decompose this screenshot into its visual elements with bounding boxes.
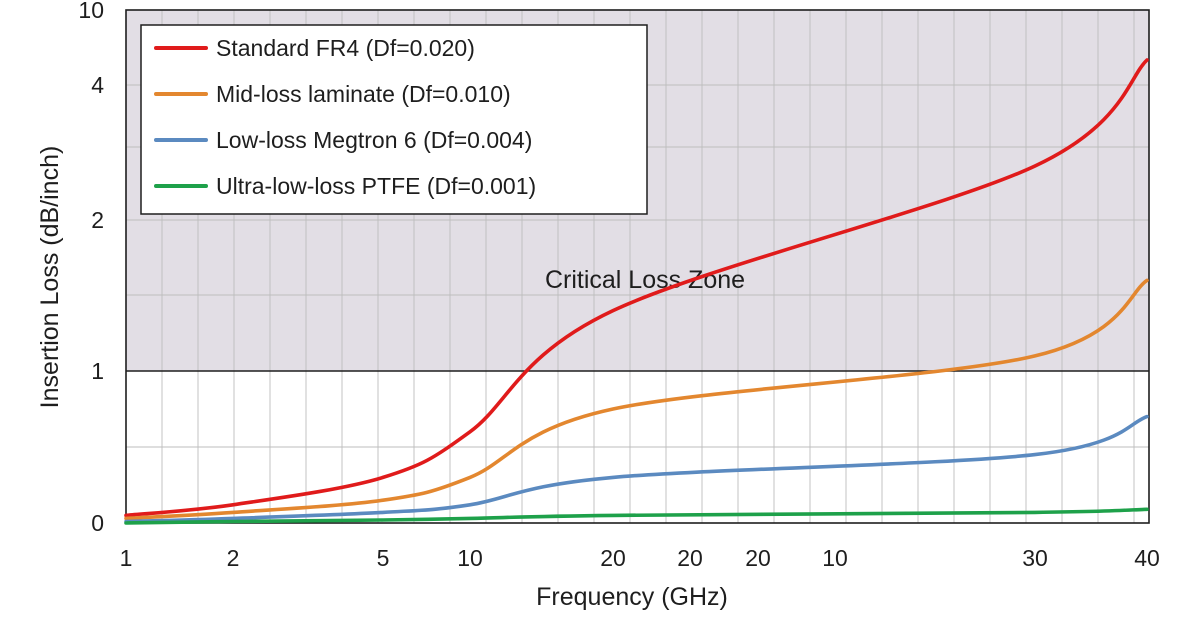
y-tick-label: 1 <box>91 358 104 384</box>
legend-label: Standard FR4 (Df=0.020) <box>216 35 475 61</box>
y-tick-labels: 0 1 2 4 10 <box>78 0 104 536</box>
legend-label: Ultra-low-loss PTFE (Df=0.001) <box>216 173 536 199</box>
x-tick-label: 10 <box>457 545 483 571</box>
legend: Standard FR4 (Df=0.020) Mid-loss laminate… <box>140 24 648 215</box>
y-tick-label: 0 <box>91 510 104 536</box>
series-line-4 <box>124 507 1149 525</box>
legend-box <box>140 24 648 215</box>
x-tick-label: 30 <box>1022 545 1048 571</box>
series-line-1 <box>124 58 1149 518</box>
x-tick-labels: 1 2 5 10 20 20 20 10 30 40 <box>120 545 1160 571</box>
y-tick-label: 2 <box>91 207 104 233</box>
x-axis-label: Frequency (GHz) <box>536 583 728 611</box>
y-tick-label: 10 <box>78 0 104 23</box>
series-line-2 <box>124 278 1149 521</box>
x-tick-label: 20 <box>600 545 626 571</box>
x-tick-label: 20 <box>677 545 703 571</box>
series-line-3 <box>124 414 1149 524</box>
series-lines <box>124 58 1149 525</box>
x-tick-label: 5 <box>377 545 390 571</box>
x-tick-label: 10 <box>822 545 848 571</box>
legend-label: Mid-loss laminate (Df=0.010) <box>216 81 511 107</box>
plot-area-frame <box>125 9 1150 524</box>
y-tick-label: 4 <box>91 72 104 98</box>
x-tick-label: 2 <box>227 545 240 571</box>
x-tick-label: 1 <box>120 545 133 571</box>
x-tick-label: 20 <box>745 545 771 571</box>
legend-label: Low-loss Megtron 6 (Df=0.004) <box>216 127 532 153</box>
y-axis-label: Insertion Loss (dB/inch) <box>36 146 64 409</box>
critical-loss-zone-label: Critical Loss Zone <box>545 266 745 294</box>
x-tick-label: 40 <box>1134 545 1160 571</box>
